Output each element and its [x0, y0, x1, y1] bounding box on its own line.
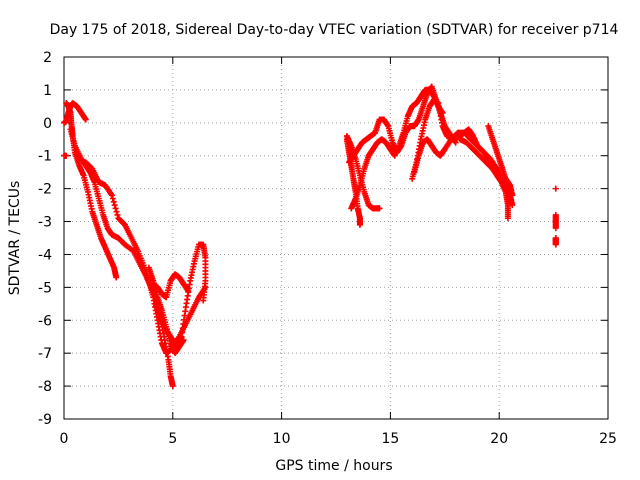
plot-frame [63, 56, 609, 420]
y-tick-label: -2 [38, 182, 52, 198]
grid-lines [64, 57, 608, 419]
y-tick-label: -9 [38, 412, 52, 428]
x-tick-label: 10 [273, 431, 291, 447]
x-tick-label: 15 [381, 431, 399, 447]
data-point [509, 192, 516, 199]
y-tick-label: -1 [38, 149, 52, 165]
y-tick-label: 2 [43, 50, 52, 66]
data-point [552, 241, 559, 248]
y-tick-label: -6 [38, 313, 52, 329]
x-tick-label: 5 [168, 431, 177, 447]
data-point [376, 205, 383, 212]
chart-title: Day 175 of 2018, Sidereal Day-to-day VTE… [50, 22, 619, 38]
y-tick-label: -7 [38, 346, 52, 362]
data-point [356, 221, 363, 228]
data-point [391, 152, 398, 159]
data-point [82, 116, 89, 123]
data-point [109, 195, 116, 202]
y-tick-label: -5 [38, 280, 52, 296]
y-axis-label: SDTVAR / TECUs [7, 181, 23, 296]
data-point [63, 152, 70, 159]
data-point [108, 192, 115, 199]
x-tick-label: 20 [490, 431, 508, 447]
y-tick-label: -8 [38, 379, 52, 395]
data-point [504, 215, 511, 222]
data-point [112, 205, 119, 212]
y-tick-label: 0 [43, 116, 52, 132]
y-tick-label: -3 [38, 215, 52, 231]
x-axis-ticks: 0 5 10 15 20 25 [60, 57, 617, 447]
data-point [111, 202, 118, 209]
data-point [169, 383, 176, 390]
data-point [494, 172, 501, 179]
y-tick-label: -4 [38, 247, 52, 263]
data-point [110, 198, 117, 205]
x-axis-label: GPS time / hours [275, 458, 392, 474]
data-point [114, 211, 121, 218]
x-tick-label: 25 [599, 431, 617, 447]
data-points [61, 83, 559, 390]
y-tick-label: 1 [43, 83, 52, 99]
x-tick-label: 0 [60, 431, 69, 447]
data-point [113, 208, 120, 215]
data-point [113, 274, 120, 281]
data-point [552, 185, 559, 192]
data-point [200, 297, 207, 304]
data-point [180, 337, 187, 344]
data-point [552, 225, 559, 232]
y-axis-ticks: -9 -8 -7 -6 -5 -4 -3 -2 -1 0 1 2 [38, 50, 608, 428]
